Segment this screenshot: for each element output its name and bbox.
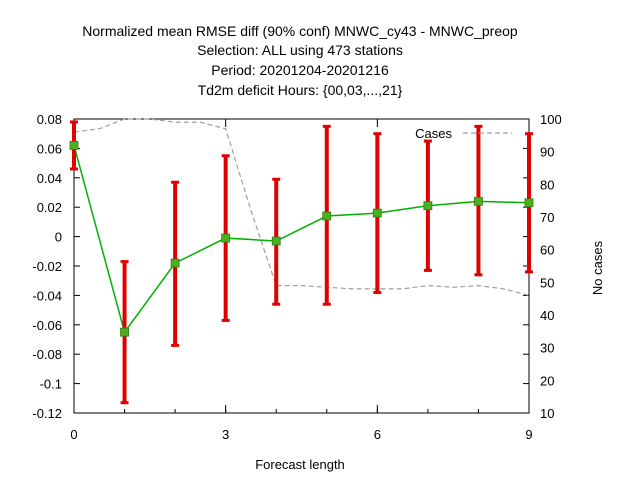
series-line-mean — [73, 145, 530, 334]
y2-tick-label: 40 — [540, 308, 554, 323]
y-tick-label: -0.12 — [32, 406, 62, 421]
y-tick-label: 0.08 — [37, 112, 62, 127]
chart-title-line-3: Period: 20201204-20201216 — [211, 62, 389, 78]
chart-title-line-1: Normalized mean RMSE diff (90% conf) MNW… — [82, 23, 518, 39]
y-tick-label: 0.02 — [37, 200, 62, 215]
data-point — [221, 233, 231, 243]
y-tick-label: -0.02 — [32, 259, 62, 274]
x-tick-label: 9 — [525, 427, 532, 442]
y2-tick-label: 20 — [540, 373, 554, 388]
series-line-cases — [73, 118, 530, 296]
y2-tick-label: 60 — [540, 243, 554, 258]
data-point — [69, 141, 79, 150]
legend: Cases — [415, 126, 512, 141]
y-tick-label: 0.04 — [37, 171, 62, 186]
y2-tick-label: 30 — [540, 341, 554, 356]
y2-axis-label: No cases — [590, 240, 605, 295]
y2-tick-label: 70 — [540, 210, 554, 225]
data-point — [474, 196, 483, 206]
x-tick-label: 3 — [222, 427, 229, 442]
y-tick-label: -0.04 — [32, 288, 62, 303]
y-tick-label: -0.06 — [32, 318, 62, 333]
chart-title-line-2: Selection: ALL using 473 stations — [197, 42, 403, 58]
data-point — [524, 198, 534, 208]
axis-ticks: 0.08 0.06 0.04 0.02 0 -0.02 -0.04 -0.06 -0.08 -0.… — [32, 112, 561, 442]
x-tick-label: 0 — [70, 427, 77, 442]
data-point — [271, 236, 281, 246]
data-point — [120, 327, 129, 337]
y-tick-label: -0.1 — [40, 377, 62, 392]
y2-tick-label: 80 — [540, 177, 554, 192]
y-tick-label: -0.08 — [32, 347, 62, 362]
y-tick-label: 0 — [55, 230, 62, 245]
y2-tick-label: 10 — [540, 406, 554, 421]
legend-label-cases: Cases — [415, 126, 452, 141]
x-tick-label: 6 — [374, 427, 381, 442]
plot-area — [69, 118, 534, 405]
x-axis-label: Forecast length — [255, 457, 345, 472]
y-tick-label: 0.06 — [37, 141, 62, 156]
data-point — [423, 201, 433, 211]
y2-tick-label: 100 — [540, 112, 562, 127]
plot-frame — [73, 118, 530, 414]
data-point — [170, 258, 180, 268]
data-point — [372, 208, 382, 218]
chart-title-line-4: Td2m deficit Hours: {00,03,...,21} — [198, 82, 403, 98]
y2-tick-label: 50 — [540, 275, 554, 290]
y2-tick-label: 90 — [540, 145, 554, 160]
data-point — [322, 211, 332, 221]
